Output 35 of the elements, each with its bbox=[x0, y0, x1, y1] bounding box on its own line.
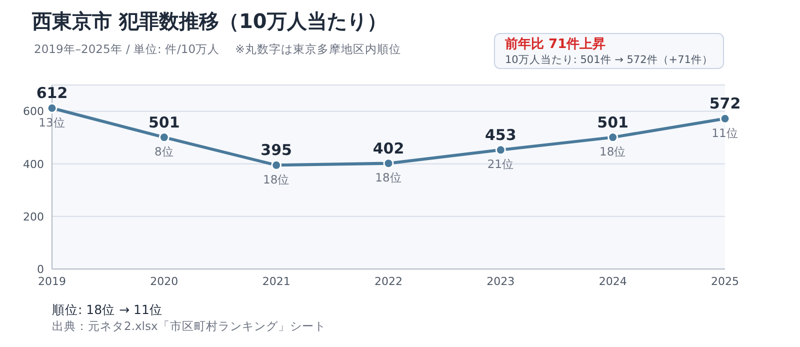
point bbox=[158, 132, 170, 143]
annotation: 8位 bbox=[154, 144, 174, 158]
point bbox=[271, 160, 282, 170]
data-label: 453 bbox=[485, 126, 516, 144]
point bbox=[720, 113, 730, 124]
chart-title: 西東京市 犯罪数推移（10万人当たり） bbox=[32, 8, 387, 35]
x-tick-label: 2021 bbox=[262, 274, 290, 288]
data-label: 501 bbox=[148, 113, 180, 132]
y-tick-label: 200 bbox=[23, 210, 44, 224]
x-tick-label: 2023 bbox=[486, 274, 515, 288]
annotation: 18位 bbox=[375, 170, 402, 184]
data-label: 402 bbox=[372, 139, 404, 158]
chart-subtitle: 2019年–2025年 / 単位: 件/10万人 ※丸数字は東京多摩地区内順位 bbox=[34, 42, 401, 57]
point bbox=[608, 132, 618, 143]
point bbox=[46, 102, 58, 114]
annotation: 21位 bbox=[487, 157, 514, 172]
annotation: 18位 bbox=[600, 144, 626, 158]
annotation: 11位 bbox=[712, 126, 738, 140]
point bbox=[495, 144, 506, 156]
y-tick-label: 400 bbox=[23, 158, 44, 171]
x-tick-label: 2022 bbox=[374, 274, 402, 288]
data-label: 395 bbox=[260, 141, 292, 160]
source-note: 出典：元ネタ2.xlsx「市区町村ランキング」シート bbox=[52, 319, 326, 334]
annotation: 18位 bbox=[263, 172, 290, 186]
x-tick-label: 2019 bbox=[38, 274, 66, 288]
point bbox=[383, 158, 394, 169]
data-label: 612 bbox=[36, 84, 68, 102]
x-tick-label: 2024 bbox=[598, 274, 627, 288]
data-label: 572 bbox=[709, 94, 741, 113]
y-tick-label: 0 bbox=[37, 262, 44, 276]
x-tick-label: 2025 bbox=[711, 274, 739, 288]
x-tick-label: 2020 bbox=[150, 274, 178, 288]
info-box: 前年比 71件上昇 10万人当たり: 501件 → 572件（+71件） bbox=[494, 33, 724, 69]
data-label: 501 bbox=[597, 113, 628, 132]
text: 順位: 18位 → 11位 bbox=[52, 302, 162, 319]
